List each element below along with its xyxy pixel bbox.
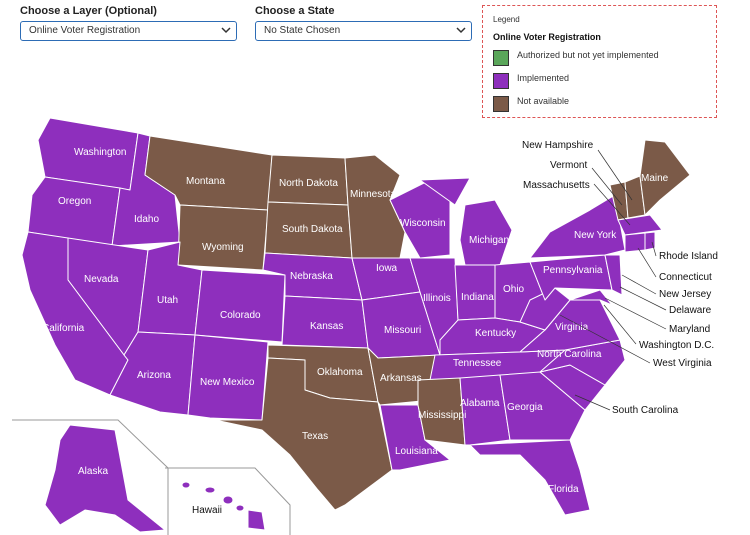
state-massachusetts[interactable] (617, 214, 663, 236)
state-colorado[interactable] (194, 269, 286, 343)
state-wyoming[interactable] (177, 204, 269, 271)
label-iowa: Iowa (376, 263, 398, 274)
legend-swatch-implemented (493, 73, 509, 89)
legend-subtitle: Online Voter Registration (493, 32, 601, 42)
label-kentucky: Kentucky (475, 328, 516, 339)
label-kansas: Kansas (310, 321, 343, 332)
callout-washington-dc: Washington D.C. (639, 340, 714, 351)
label-idaho: Idaho (134, 214, 159, 225)
legend-label-not-available: Not available (517, 96, 570, 106)
label-alaska: Alaska (78, 466, 108, 477)
label-tennessee: Tennessee (453, 358, 502, 369)
label-nevada: Nevada (84, 274, 119, 285)
callout-west-virginia: West Virginia (653, 358, 712, 369)
label-florida: Florida (548, 484, 579, 495)
state-new-jersey[interactable] (604, 254, 623, 296)
chevron-down-icon (221, 27, 231, 34)
label-new-york: New York (574, 230, 617, 241)
state-texas[interactable] (214, 357, 393, 511)
state-georgia[interactable] (499, 371, 586, 441)
label-pennsylvania: Pennsylvania (543, 265, 603, 276)
label-arizona: Arizona (137, 370, 171, 381)
state-new-mexico[interactable] (187, 334, 269, 421)
chevron-down-icon (456, 27, 466, 34)
legend-label-implemented: Implemented (517, 73, 570, 83)
legend-swatch-authorized (493, 50, 509, 66)
label-oregon: Oregon (58, 196, 91, 207)
label-missouri: Missouri (384, 325, 421, 336)
state-label: Choose a State (255, 5, 335, 17)
state-connecticut[interactable] (624, 232, 646, 253)
state-florida[interactable] (469, 439, 591, 516)
state-pennsylvania[interactable] (529, 254, 613, 301)
label-utah: Utah (157, 295, 178, 306)
callout-connecticut: Connecticut (659, 272, 712, 283)
callout-new-hampshire: New Hampshire (522, 140, 594, 151)
label-colorado: Colorado (220, 310, 261, 321)
callout-south-carolina: South Carolina (612, 405, 679, 416)
state-select-value: No State Chosen (264, 25, 341, 36)
legend-label-authorized: Authorized but not yet implemented (517, 50, 659, 60)
label-nebraska: Nebraska (290, 271, 333, 282)
state-maine[interactable] (639, 139, 691, 216)
layer-select[interactable]: Online Voter Registration (20, 21, 237, 41)
label-north-dakota: North Dakota (279, 178, 338, 189)
label-michigan: Michigan (469, 235, 509, 246)
state-rhode-island[interactable] (644, 231, 656, 251)
label-south-dakota: South Dakota (282, 224, 343, 235)
state-alabama[interactable] (459, 374, 511, 446)
state-alaska[interactable] (44, 424, 166, 533)
label-georgia: Georgia (507, 402, 543, 413)
label-indiana: Indiana (461, 292, 494, 303)
callout-new-jersey: New Jersey (659, 289, 711, 300)
state-hawaii[interactable] (181, 481, 266, 531)
label-washington: Washington (74, 147, 126, 158)
legend: Legend Online Voter Registration Authori… (482, 5, 717, 118)
label-illinois: Illinois (423, 293, 451, 304)
alaska-inset-border (12, 419, 169, 535)
layer-label: Choose a Layer (Optional) (20, 5, 157, 17)
label-louisiana: Louisiana (395, 446, 438, 457)
label-virginia: Virginia (555, 322, 589, 333)
label-north-carolina: North Carolina (537, 349, 602, 360)
state-new-york[interactable] (529, 194, 626, 259)
label-arkansas: Arkansas (380, 373, 422, 384)
callout-delaware: Delaware (669, 305, 712, 316)
label-mississippi: Mississippi (418, 410, 466, 421)
label-wyoming: Wyoming (202, 242, 244, 253)
layer-select-value: Online Voter Registration (29, 25, 141, 36)
callout-lines (559, 149, 667, 411)
callout-massachusetts: Massachusetts (523, 180, 590, 191)
label-hawaii: Hawaii (192, 505, 222, 516)
legend-swatch-not-available (493, 96, 509, 112)
label-wisconsin: Wisconsin (400, 218, 446, 229)
label-ohio: Ohio (503, 284, 525, 295)
label-oklahoma: Oklahoma (317, 367, 363, 378)
state-maryland[interactable] (569, 289, 613, 306)
state-mississippi[interactable] (417, 377, 466, 446)
callout-vermont: Vermont (550, 160, 587, 171)
label-maine: Maine (641, 173, 669, 184)
legend-title: Legend (493, 15, 520, 24)
label-texas: Texas (302, 431, 328, 442)
state-select[interactable]: No State Chosen (255, 21, 472, 41)
label-california: California (42, 323, 85, 334)
hawaii-inset-border (165, 467, 291, 535)
label-minnesota: Minnesota (350, 189, 397, 200)
callout-maryland: Maryland (669, 324, 710, 335)
label-new-mexico: New Mexico (200, 377, 255, 388)
label-montana: Montana (186, 176, 225, 187)
callout-rhode-island: Rhode Island (659, 251, 718, 262)
label-alabama: Alabama (460, 398, 500, 409)
